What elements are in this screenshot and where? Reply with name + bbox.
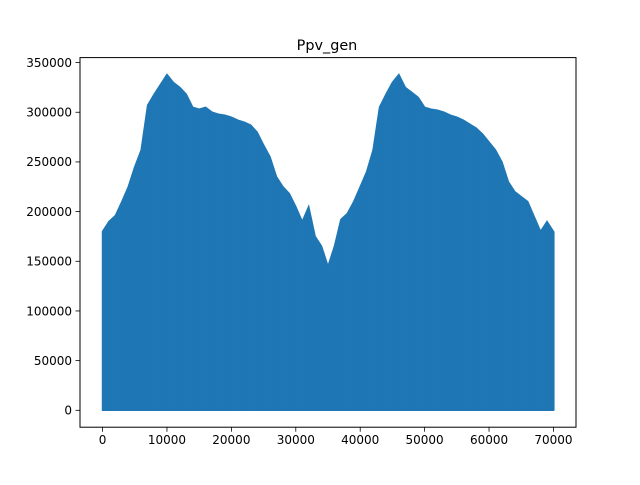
plot-area [101,73,555,412]
x-tick-label: 40000 [341,433,379,447]
x-tick-label: 10000 [148,433,186,447]
y-tick-label: 0 [64,404,72,418]
x-tick-label: 70000 [534,433,572,447]
y-tick-label: 250000 [26,155,72,169]
y-tick-label: 200000 [26,205,72,219]
axes-frame [79,57,577,428]
x-tick-label: 60000 [470,433,508,447]
y-tick-label: 100000 [26,304,72,318]
x-tick-label: 0 [99,433,107,447]
y-tick-label: 150000 [26,255,72,269]
x-tick-label: 20000 [212,433,250,447]
axes-ticks: 0 10000 20000 30000 40000 50000 60000 70000 0 500… [26,56,572,447]
y-tick-label: 50000 [34,354,72,368]
y-tick-label: 350000 [26,56,72,70]
x-tick-label: 50000 [406,433,444,447]
chart-title: Ppv_gen [297,38,358,54]
x-tick-label: 30000 [277,433,315,447]
y-tick-label: 300000 [26,106,72,120]
